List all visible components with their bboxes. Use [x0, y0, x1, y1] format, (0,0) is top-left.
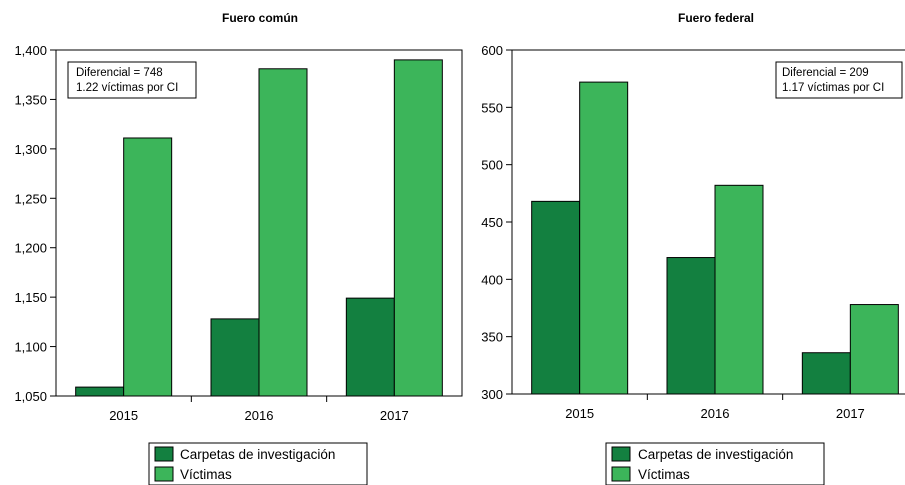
- legend-frame: [605, 442, 825, 485]
- annotation-frame: [67, 61, 197, 99]
- x-tick-label: 2016: [701, 406, 730, 421]
- y-tick-label: 1,200: [14, 241, 47, 256]
- bar-carpetas-2016: [666, 257, 716, 395]
- chart-fuero-comun: Fuero común 1,050 1,100 1,150 1,200 1,250 1,3…: [14, 11, 463, 485]
- y-tick-label: 1,300: [14, 142, 47, 157]
- legend: Carpetas de investigación Víctimas: [605, 442, 825, 485]
- chart-title: Fuero federal: [678, 11, 754, 25]
- bar-carpetas-2017: [801, 352, 851, 395]
- y-tick-label: 600: [481, 43, 503, 58]
- y-tick-label: 500: [481, 158, 503, 173]
- x-axis: 2015 2016 2017: [565, 394, 865, 421]
- y-axis: 300 350 400 450 500 550 600: [481, 43, 512, 402]
- bar-victimas-2017: [849, 304, 899, 395]
- x-axis: 2015 2016 2017: [109, 396, 409, 423]
- bar-carpetas-2016: [210, 318, 260, 397]
- plot-frame: [55, 49, 463, 397]
- y-axis: 1,050 1,100 1,150 1,200 1,250 1,300 1,350 1,400: [14, 43, 56, 404]
- chart-fuero-federal: Fuero federal 300 350 400 450 500 550 600 2015…: [481, 11, 905, 485]
- annotation-line-2: 1.22 víctimas por CI: [76, 82, 178, 94]
- x-tick-label: 2016: [245, 408, 274, 423]
- legend-frame: [148, 442, 368, 485]
- x-tick-label: 2015: [565, 406, 594, 421]
- chart-title: Fuero común: [222, 11, 298, 25]
- y-tick-label: 1,100: [14, 340, 47, 355]
- y-tick-label: 1,050: [14, 389, 47, 404]
- bar-victimas-2015: [123, 137, 173, 397]
- y-tick-label: 550: [481, 100, 503, 115]
- legend-label-carpetas: Carpetas de investigación: [638, 447, 793, 462]
- bar-victimas-2017: [393, 59, 443, 397]
- annotation-line-1: Diferencial = 209: [782, 67, 869, 79]
- annotation-box: Diferencial = 209 1.17 víctimas por CI: [775, 61, 903, 99]
- legend-label-victimas: Víctimas: [180, 467, 232, 482]
- y-tick-label: 1,350: [14, 92, 47, 107]
- annotation-line-2: 1.17 víctimas por CI: [782, 82, 884, 94]
- y-tick-label: 1,150: [14, 290, 47, 305]
- legend: Carpetas de investigación Víctimas: [148, 442, 368, 485]
- annotation-line-1: Diferencial = 748: [76, 67, 163, 79]
- y-tick-label: 450: [481, 215, 503, 230]
- y-tick-label: 350: [481, 330, 503, 345]
- y-tick-label: 1,400: [14, 43, 47, 58]
- legend-label-victimas: Víctimas: [638, 467, 690, 482]
- y-tick-label: 1,250: [14, 191, 47, 206]
- bar-carpetas-2017: [345, 297, 395, 397]
- bars-group: [531, 81, 899, 395]
- legend-swatch-victimas: [154, 466, 174, 482]
- x-tick-label: 2017: [380, 408, 409, 423]
- annotation-box: Diferencial = 748 1.22 víctimas por CI: [67, 61, 197, 99]
- bars-group: [75, 59, 443, 397]
- legend-swatch-carpetas: [154, 446, 174, 462]
- bar-victimas-2016: [258, 68, 308, 397]
- bar-victimas-2015: [579, 81, 629, 395]
- annotation-frame: [775, 61, 903, 99]
- bar-victimas-2016: [714, 184, 764, 395]
- x-tick-label: 2017: [836, 406, 865, 421]
- legend-swatch-victimas: [611, 466, 631, 482]
- x-tick-label: 2015: [109, 408, 138, 423]
- y-tick-label: 300: [481, 387, 503, 402]
- bar-carpetas-2015: [531, 200, 581, 395]
- y-tick-label: 400: [481, 272, 503, 287]
- legend-label-carpetas: Carpetas de investigación: [180, 447, 335, 462]
- bar-carpetas-2015: [75, 386, 125, 397]
- legend-swatch-carpetas: [611, 446, 631, 462]
